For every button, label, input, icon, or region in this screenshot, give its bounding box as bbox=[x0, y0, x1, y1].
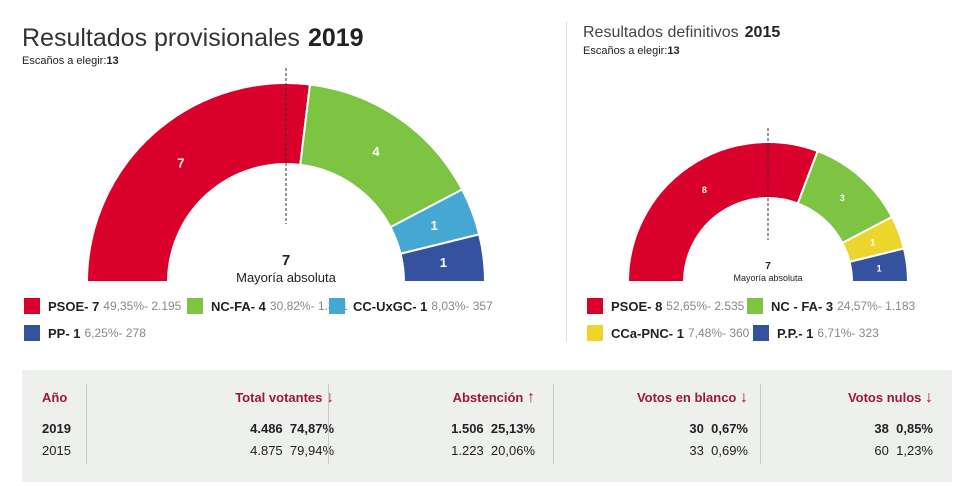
seat-label-1: 3 bbox=[840, 193, 845, 203]
legend-cc-2019: CC-UxGC- 1 8,03%- 357 bbox=[329, 298, 493, 314]
col-voters: Total votantes ↓ 4.486 74,87% 4.875 79,9… bbox=[112, 384, 334, 466]
col-year: Año 2019 2015 bbox=[42, 390, 71, 458]
arrow-down-icon: ↓ bbox=[740, 389, 748, 406]
legend-psoe-2019: PSOE- 7 49,35%- 2.195 bbox=[24, 298, 181, 314]
legend-cca-2015: CCa-PNC- 1 7,48%- 360 bbox=[587, 325, 749, 341]
seat-label-2: 1 bbox=[431, 218, 438, 233]
majority-2019: 7 bbox=[281, 252, 291, 269]
hemicycle-2015: 8 3 1 1 bbox=[626, 128, 910, 283]
seats-2019: Escaños a elegir:13 bbox=[22, 55, 119, 67]
col-null: Votos nulos ↓ 38 0,85% 60 1,23% bbox=[772, 384, 933, 466]
legend-pp-2019: PP- 1 6,25%- 278 bbox=[24, 325, 146, 341]
arrow-down-icon: ↓ bbox=[925, 389, 933, 406]
sort-null[interactable]: Votos nulos ↓ bbox=[847, 389, 933, 406]
legend-ncfa-2015: NC - FA- 3 24,57%- 1.183 bbox=[747, 298, 915, 314]
seat-segment-0 bbox=[626, 141, 819, 283]
arrow-down-icon: ↓ bbox=[326, 389, 334, 406]
arrow-up-icon: ↑ bbox=[527, 389, 535, 406]
hemicycle-2019: 7 4 1 1 bbox=[85, 68, 487, 283]
sort-abstention[interactable]: Abstención ↑ bbox=[452, 389, 535, 406]
seat-segment-3 bbox=[399, 233, 487, 283]
sort-voters[interactable]: Total votantes ↓ bbox=[235, 389, 334, 406]
divider bbox=[566, 22, 567, 342]
seat-label-0: 8 bbox=[702, 185, 707, 195]
legend-psoe-2015: PSOE- 8 52,65%- 2.535 bbox=[587, 298, 744, 314]
title-2019: Resultados provisionales 2019 bbox=[22, 24, 364, 52]
majority-2015: 7 bbox=[765, 261, 771, 272]
legend-ncfa-2019: NC-FA- 4 30,82%- 1.371 bbox=[187, 298, 348, 314]
majority-label-2015: Mayoría absoluta bbox=[733, 273, 803, 283]
col-abstention: Abstención ↑ 1.506 25,13% 1.223 20,06% bbox=[352, 384, 535, 466]
col-blank: Votos en blanco ↓ 30 0,67% 33 0,69% bbox=[572, 384, 748, 466]
title-2015: Resultados definitivos 2015 bbox=[583, 24, 781, 41]
legend-pp-2015: P.P.- 1 6,71%- 323 bbox=[753, 325, 879, 341]
seat-label-0: 7 bbox=[177, 156, 184, 171]
seat-segment-0 bbox=[85, 82, 312, 283]
seats-2015: Escaños a elegir:13 bbox=[583, 45, 680, 57]
majority-label-2019: Mayoría absoluta bbox=[236, 270, 336, 285]
sort-blank[interactable]: Votos en blanco ↓ bbox=[636, 389, 748, 406]
seat-label-2: 1 bbox=[870, 237, 875, 247]
seat-label-3: 1 bbox=[440, 255, 447, 270]
seat-label-1: 4 bbox=[372, 144, 380, 159]
results-table: Año 2019 2015 Total votantes ↓ 4.486 74,… bbox=[22, 370, 952, 482]
seat-segment-3 bbox=[848, 247, 910, 283]
seat-label-3: 1 bbox=[877, 263, 882, 273]
